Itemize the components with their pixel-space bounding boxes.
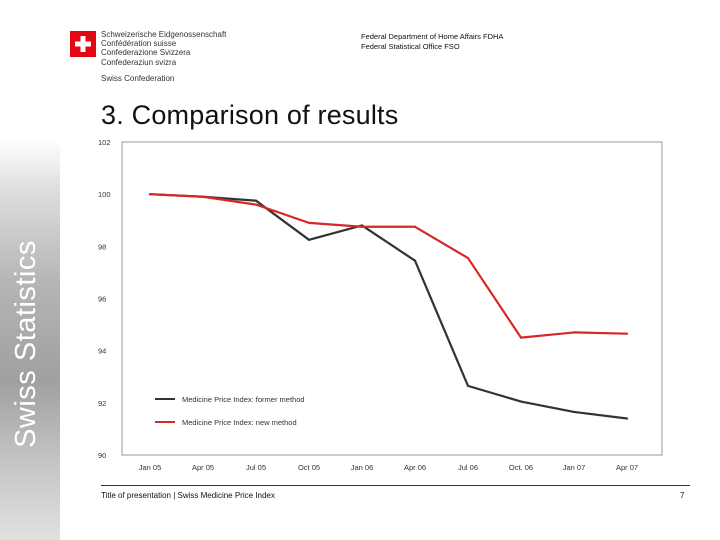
data-point	[625, 332, 629, 335]
confederation-block: Schweizerische Eidgenossenschaft Confédé…	[101, 30, 226, 83]
data-point	[572, 331, 576, 334]
x-tick-label: Oct 05	[298, 463, 320, 472]
data-point	[413, 225, 417, 228]
slide-title: 3. Comparison of results	[101, 100, 399, 130]
data-point	[625, 417, 629, 420]
data-point	[201, 195, 205, 198]
swiss-flag-icon	[70, 31, 96, 57]
data-point	[466, 384, 470, 387]
series-line-new-method	[149, 193, 628, 339]
x-tick-label: Jan 07	[563, 463, 586, 472]
department-name: Federal Department of Home Affairs FDHA	[361, 32, 504, 41]
data-point	[307, 238, 311, 241]
page-number: 7	[680, 491, 685, 500]
confederation-line-rm: Confederaziun svizra	[101, 57, 177, 67]
y-tick-label: 98	[98, 242, 106, 251]
data-point	[148, 193, 152, 196]
footer-text: Title of presentation | Swiss Medicine P…	[101, 491, 275, 500]
plot-frame	[121, 141, 663, 456]
x-tick-label: Jul 06	[458, 463, 478, 472]
crowd-photo	[0, 140, 60, 540]
x-tick-label: Apr 05	[192, 463, 214, 472]
y-tick-label: 90	[98, 451, 106, 460]
data-point	[519, 336, 523, 339]
data-point	[572, 410, 576, 414]
x-axis: Jan 05 Apr 05 Jul 05 Oct 05 Jan 06 Apr 06 Jul …	[139, 463, 638, 472]
data-point	[307, 221, 311, 224]
side-photo-strip: Swiss Statistics	[0, 140, 60, 540]
y-tick-label: 92	[98, 399, 106, 408]
swiss-statistics-label: Swiss Statistics	[10, 240, 42, 448]
office-name: Federal Statistical Office FSO	[361, 42, 460, 51]
series-line-former-method	[149, 193, 628, 420]
data-point	[519, 400, 523, 403]
data-point	[254, 199, 258, 202]
legend-label: Medicine Price Index: new method	[182, 418, 297, 427]
plot-area	[121, 141, 663, 456]
data-point	[413, 259, 417, 262]
confederation-short: Swiss Confederation	[101, 73, 175, 83]
x-tick-label: Apr 06	[404, 463, 426, 472]
y-tick-label: 102	[98, 138, 111, 147]
x-tick-label: Oct. 06	[509, 463, 533, 472]
confederation-line-it: Confederazione Svizzera	[101, 48, 191, 58]
confederation-line-de: Schweizerische Eidgenossenschaft	[101, 30, 227, 39]
x-tick-label: Apr 07	[616, 463, 638, 472]
legend: Medicine Price Index: former method Medic…	[142, 390, 336, 440]
y-axis: 102 100 98 96 94 92 90	[98, 138, 111, 460]
x-tick-label: Jan 05	[139, 463, 162, 472]
data-point	[360, 225, 364, 228]
data-point	[254, 203, 258, 206]
confederation-line-fr: Confédération suisse	[101, 39, 177, 49]
y-tick-label: 94	[98, 347, 106, 356]
price-index-chart: 102 100 98 96 94 92 90 Jan 05 Apr 05 Jul 05 Oct 0…	[98, 138, 663, 472]
department-block: Federal Department of Home Affairs FDHA …	[361, 32, 503, 52]
x-tick-label: Jan 06	[351, 463, 374, 472]
legend-label: Medicine Price Index: former method	[182, 395, 305, 404]
y-tick-label: 96	[98, 295, 106, 304]
data-point	[466, 256, 470, 260]
y-tick-label: 100	[98, 190, 111, 199]
x-tick-label: Jul 05	[246, 463, 266, 472]
series-group	[148, 193, 629, 420]
footer-divider	[101, 485, 690, 486]
